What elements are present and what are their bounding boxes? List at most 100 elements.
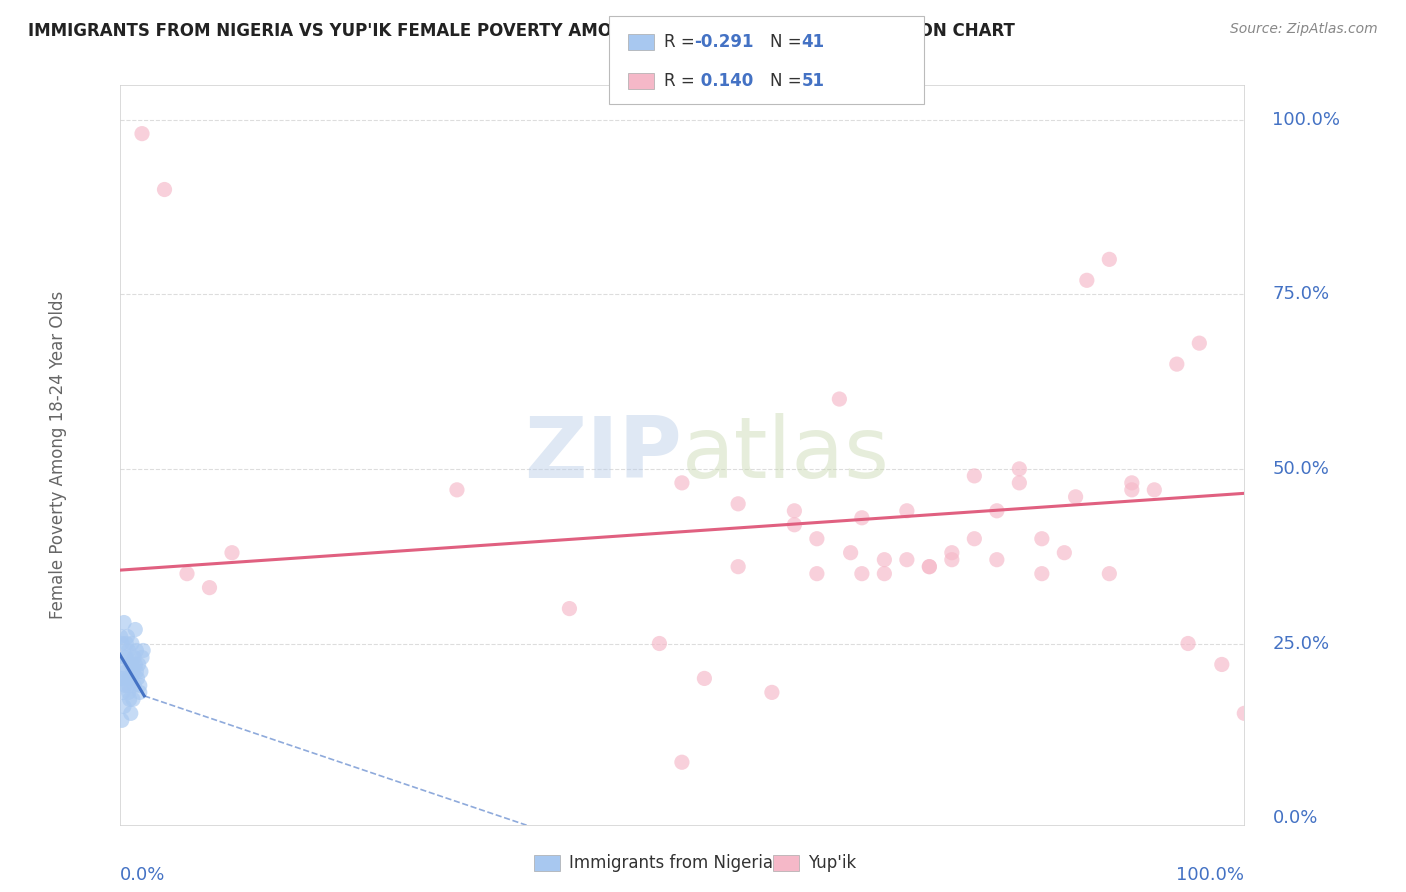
Point xyxy=(122,692,145,706)
Point xyxy=(1166,357,1188,371)
Point xyxy=(176,566,198,581)
Text: N =: N = xyxy=(770,33,807,51)
Text: 51: 51 xyxy=(801,72,824,90)
Point xyxy=(114,678,136,692)
Point xyxy=(1031,532,1053,546)
Point xyxy=(118,672,141,686)
Text: N =: N = xyxy=(770,72,807,90)
Text: 0.0%: 0.0% xyxy=(120,866,165,884)
Point xyxy=(117,678,139,692)
Point xyxy=(121,636,143,650)
Point xyxy=(124,657,146,672)
Point xyxy=(153,182,176,196)
Point xyxy=(128,657,150,672)
Point xyxy=(111,636,134,650)
Point xyxy=(671,756,693,770)
Text: 0.0%: 0.0% xyxy=(1272,809,1317,827)
Point xyxy=(112,615,135,630)
Text: Yup'ik: Yup'ik xyxy=(808,855,856,872)
Text: Female Poverty Among 18-24 Year Olds: Female Poverty Among 18-24 Year Olds xyxy=(49,291,66,619)
Point xyxy=(131,127,153,141)
Point xyxy=(1076,273,1098,287)
Text: 25.0%: 25.0% xyxy=(1272,634,1330,653)
Text: ZIP: ZIP xyxy=(524,413,682,497)
Point xyxy=(127,672,149,686)
Point xyxy=(1008,462,1031,476)
Point xyxy=(125,665,148,679)
Point xyxy=(873,566,896,581)
Point xyxy=(1121,475,1143,490)
Point xyxy=(122,678,145,692)
Text: Immigrants from Nigeria: Immigrants from Nigeria xyxy=(569,855,773,872)
Point xyxy=(873,552,896,566)
Point xyxy=(941,546,963,560)
Point xyxy=(648,636,671,650)
Point xyxy=(121,657,143,672)
Point xyxy=(111,672,134,686)
Point xyxy=(117,630,139,644)
Point xyxy=(128,678,150,692)
Point xyxy=(896,552,918,566)
Point xyxy=(1098,566,1121,581)
Point xyxy=(120,672,142,686)
Point xyxy=(132,643,155,657)
Point xyxy=(1008,475,1031,490)
Point xyxy=(111,657,134,672)
Point xyxy=(115,650,138,665)
Point xyxy=(131,650,153,665)
Text: 0.140: 0.140 xyxy=(695,72,752,90)
Point xyxy=(1143,483,1166,497)
Point xyxy=(558,601,581,615)
Point xyxy=(941,552,963,566)
Point xyxy=(671,475,693,490)
Point xyxy=(122,650,145,665)
Point xyxy=(1211,657,1233,672)
Point xyxy=(1031,566,1053,581)
Point xyxy=(1064,490,1087,504)
Point xyxy=(1233,706,1256,721)
Point xyxy=(446,483,468,497)
Point xyxy=(128,685,150,699)
Point xyxy=(115,665,138,679)
Point xyxy=(111,714,134,728)
Point xyxy=(110,630,132,644)
Point xyxy=(963,468,986,483)
Point xyxy=(1098,252,1121,267)
Text: 100.0%: 100.0% xyxy=(1177,866,1244,884)
Point xyxy=(851,510,873,524)
Point xyxy=(986,552,1008,566)
Point xyxy=(112,699,135,714)
Point xyxy=(198,581,221,595)
Text: atlas: atlas xyxy=(682,413,890,497)
Point xyxy=(828,392,851,406)
Point xyxy=(118,692,141,706)
Point xyxy=(120,706,142,721)
Text: R =: R = xyxy=(664,33,700,51)
Point xyxy=(761,685,783,699)
Text: R =: R = xyxy=(664,72,700,90)
Point xyxy=(806,566,828,581)
Point xyxy=(839,546,862,560)
Point xyxy=(111,685,134,699)
Point xyxy=(918,559,941,574)
Point xyxy=(986,504,1008,518)
Point xyxy=(125,643,148,657)
Point xyxy=(1177,636,1199,650)
Point xyxy=(108,672,131,686)
Point xyxy=(963,532,986,546)
Point xyxy=(117,643,139,657)
Point xyxy=(117,685,139,699)
Point xyxy=(727,497,749,511)
Point xyxy=(124,623,146,637)
Point xyxy=(806,532,828,546)
Point xyxy=(114,650,136,665)
Point xyxy=(129,665,152,679)
Point xyxy=(1188,336,1211,351)
Point xyxy=(115,636,138,650)
Point xyxy=(727,559,749,574)
Point xyxy=(120,657,142,672)
Text: 100.0%: 100.0% xyxy=(1272,111,1340,128)
Text: -0.291: -0.291 xyxy=(695,33,754,51)
Text: 41: 41 xyxy=(801,33,824,51)
Text: 75.0%: 75.0% xyxy=(1272,285,1330,303)
